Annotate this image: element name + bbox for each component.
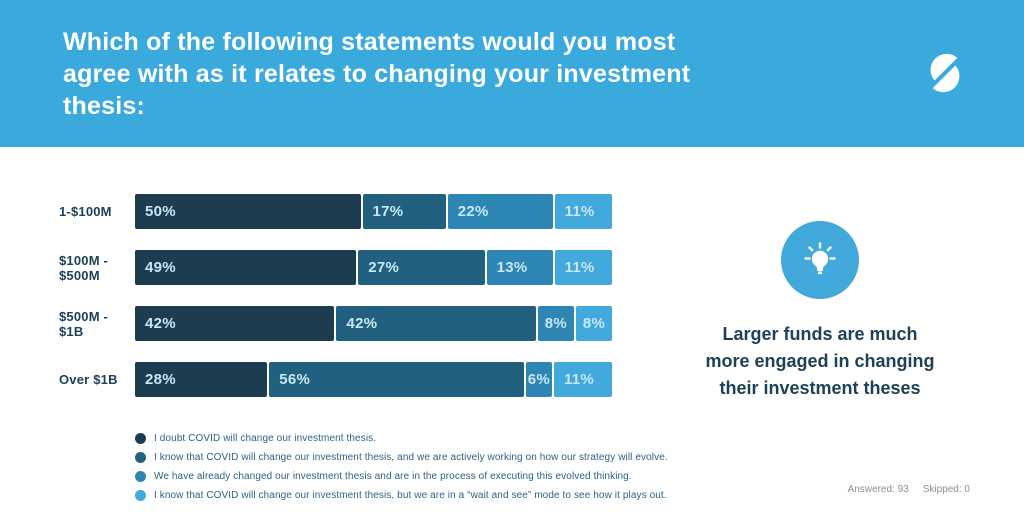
bar-segment: 11%: [554, 194, 612, 229]
bar-segment: 8%: [537, 306, 574, 341]
bar-track: 49% 27% 13% 11%: [135, 250, 612, 285]
segment-value-label: 56%: [279, 371, 311, 388]
bar-segment: 22%: [447, 194, 553, 229]
segment-value-label: 49%: [145, 259, 176, 276]
segment-value-label: 50%: [145, 203, 176, 220]
bar-row: 1-$100M 50% 17% 22% 11%: [59, 194, 612, 229]
segment-value-label: 11%: [563, 371, 595, 388]
segment-value-label: 11%: [564, 259, 595, 276]
bar-segment: 42%: [135, 306, 335, 341]
bar-segment: 42%: [336, 306, 536, 341]
bar-segment: 8%: [575, 306, 612, 341]
legend-item: I know that COVID will change our invest…: [135, 448, 668, 467]
bar-row: $100M - $500M 49% 27% 13% 11%: [59, 250, 612, 285]
header-band: Which of the following statements would …: [0, 0, 1024, 147]
bar-segment: 28%: [135, 362, 268, 397]
bar-segment: 13%: [486, 250, 553, 285]
response-stats: Answered: 93 Skipped: 0: [848, 484, 970, 495]
stacked-bar-chart: 1-$100M 50% 17% 22% 11% $100M - $500M 49% 27% 13…: [59, 194, 612, 418]
bar-segment: 11%: [553, 362, 612, 397]
bar-segment: 49%: [135, 250, 357, 285]
bar-row: $500M - $1B 42% 42% 8% 8%: [59, 306, 612, 341]
segment-value-label: 11%: [564, 203, 595, 220]
category-label: $100M - $500M: [59, 252, 109, 283]
category-label: Over $1B: [59, 372, 118, 387]
segment-value-label: 28%: [145, 371, 176, 388]
legend-item: I know that COVID will change our invest…: [135, 486, 668, 505]
bar-track: 50% 17% 22% 11%: [135, 194, 612, 229]
bar-segment: 17%: [362, 194, 446, 229]
segment-value-label: 42%: [145, 315, 176, 332]
segment-value-label: 6%: [527, 371, 550, 388]
legend-label: We have already changed our investment t…: [154, 471, 632, 482]
bar-track: 28% 56% 6% 11%: [135, 362, 612, 397]
legend-item: I doubt COVID will change our investment…: [135, 429, 668, 448]
bar-segment: 11%: [554, 250, 612, 285]
segment-value-label: 8%: [544, 315, 568, 332]
bar-segment: 50%: [135, 194, 361, 229]
legend-item: We have already changed our investment t…: [135, 467, 668, 486]
segment-value-label: 17%: [372, 203, 404, 220]
segment-value-label: 13%: [496, 259, 528, 276]
insight-callout: Larger funds are much more engaged in ch…: [700, 221, 940, 402]
segment-value-label: 42%: [346, 315, 378, 332]
lightbulb-badge: [781, 221, 859, 299]
legend-label: I doubt COVID will change our investment…: [154, 433, 377, 444]
brand-s-logo-icon: [930, 53, 960, 93]
legend-swatch: [135, 490, 146, 501]
lightbulb-icon: [804, 242, 836, 275]
bar-segment: 56%: [269, 362, 524, 397]
segment-value-label: 8%: [582, 315, 606, 332]
bar-row: Over $1B 28% 56% 6% 11%: [59, 362, 612, 397]
segment-value-label: 22%: [457, 203, 489, 220]
legend-label: I know that COVID will change our invest…: [154, 452, 668, 463]
legend-label: I know that COVID will change our invest…: [154, 490, 667, 501]
skipped-count: Skipped: 0: [922, 484, 970, 495]
category-label: $500M - $1B: [59, 308, 109, 339]
bar-track: 42% 42% 8% 8%: [135, 306, 612, 341]
bar-segment: 27%: [358, 250, 485, 285]
question-title: Which of the following statements would …: [63, 28, 691, 120]
legend-swatch: [135, 471, 146, 482]
insight-text: Larger funds are much more engaged in ch…: [705, 324, 935, 398]
legend-swatch: [135, 433, 146, 444]
answered-count: Answered: 93: [847, 484, 909, 495]
category-label: 1-$100M: [59, 204, 112, 219]
bar-segment: 6%: [525, 362, 552, 397]
chart-legend: I doubt COVID will change our investment…: [135, 429, 668, 505]
segment-value-label: 27%: [368, 259, 400, 276]
legend-swatch: [135, 452, 146, 463]
